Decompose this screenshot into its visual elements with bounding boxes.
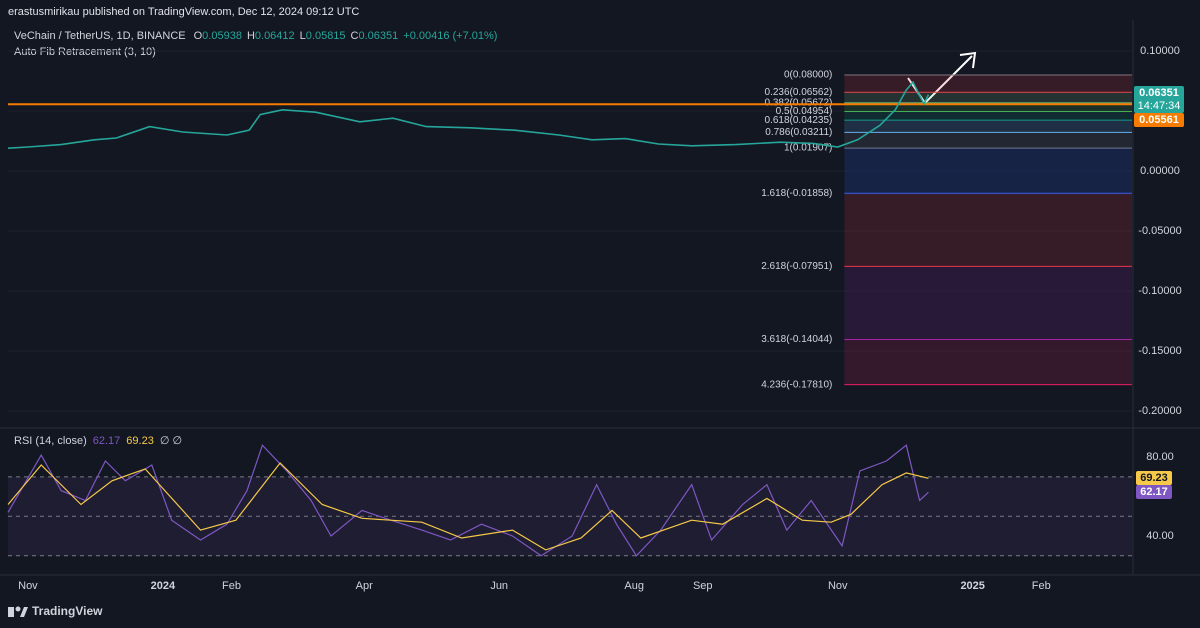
- x-tick-label: Sep: [693, 580, 713, 592]
- rsi-nulls: ∅ ∅: [160, 435, 182, 447]
- y-tick-label: -0.05000: [1138, 225, 1181, 237]
- x-tick-label: Feb: [1032, 580, 1051, 592]
- y-tick-label: -0.15000: [1138, 345, 1181, 357]
- rsi-legend-value: 62.17: [93, 435, 121, 447]
- x-tick-label: Feb: [222, 580, 241, 592]
- countdown: 14:47:34: [1138, 100, 1181, 112]
- ohlc-value: 0.06412: [255, 30, 295, 42]
- fib-zone: [844, 102, 1132, 112]
- fib-label: 0.236(0.06562): [765, 87, 833, 98]
- fib-label: 0.786(0.03211): [765, 127, 832, 138]
- hline-badge: [1134, 113, 1184, 127]
- ohlc-legend: VeChain / TetherUS, 1D, BINANCE O0.05938 H…: [14, 30, 497, 42]
- logo-dot: [15, 606, 21, 612]
- y-tick-label: -0.10000: [1138, 285, 1181, 297]
- fib-label: 0.5(0.04954): [776, 106, 833, 117]
- fib-label: 2.618(-0.07951): [761, 261, 832, 272]
- x-tick-label: Aug: [624, 580, 644, 592]
- change: +0.00416 (+7.01%): [403, 30, 497, 42]
- logo-bar: [8, 607, 14, 617]
- ohlc-key: C: [351, 30, 359, 42]
- pane: 80.00 40.00 Nov 2024 Feb Apr Jun Aug Sep Nov 2025 F…: [7, 435, 1174, 592]
- fib-label: 4.236(-0.17810): [761, 379, 832, 390]
- fib-zone: [844, 339, 1132, 385]
- y-tick-label: 40.00: [1146, 530, 1174, 542]
- x-tick-label: Nov: [828, 580, 848, 592]
- arrow-head: [959, 51, 977, 69]
- ohlc-value: 0.05815: [306, 30, 346, 42]
- rsi-legend-value: 69.23: [126, 435, 154, 447]
- y-tick-label: 0.10000: [1140, 45, 1180, 57]
- indicator-name: Auto Fib Retracement (3, 10): [14, 46, 156, 58]
- symbol-line: VeChain / TetherUS, 1D, BINANCE O0.05938 H…: [14, 30, 497, 42]
- price-badge: [1134, 86, 1184, 113]
- publisher: erastusmirikau published on TradingView.…: [8, 6, 359, 18]
- rsi-title: RSI (14, close): [14, 435, 87, 447]
- ohlc-key: H: [247, 30, 255, 42]
- y-tick-label: 0.00000: [1140, 165, 1180, 177]
- x-tick-label: Apr: [356, 580, 373, 592]
- rsi-badge-value: 62.17: [1140, 486, 1168, 498]
- footer-logo: [8, 606, 28, 617]
- series-line: [7, 462, 929, 551]
- fib-zone: [844, 148, 1132, 194]
- rsi-badge: [1136, 485, 1172, 499]
- fib-zone: [844, 132, 1132, 149]
- fib-label: 0.382(0.05672): [765, 98, 833, 109]
- y-tick-label: 80.00: [1146, 451, 1174, 463]
- rsi-legend: RSI (14, close) 62.17 69.23 ∅ ∅: [14, 435, 182, 447]
- pane: 0.100000.050000.00000-0.05000-0.10000-0.…: [7, 45, 1184, 417]
- hline-badge-value: 0.05561: [1139, 114, 1179, 126]
- series-line: [7, 80, 930, 149]
- fib-zone: [844, 111, 1132, 121]
- logo-slash: [20, 607, 28, 617]
- symbol: VeChain / TetherUS, 1D, BINANCE: [14, 30, 186, 42]
- fib-zone: [844, 193, 1132, 267]
- price-badge-value: 0.06351: [1139, 87, 1179, 99]
- fib-zone: [844, 74, 1132, 93]
- x-tick-label: Jun: [490, 580, 508, 592]
- rsi-badge: [1136, 471, 1172, 485]
- ohlc-key: L: [300, 30, 306, 42]
- x-tick-label: 2025: [960, 580, 984, 592]
- fib-label: 1.618(-0.01858): [761, 188, 832, 199]
- footer-brand: TradingView: [32, 604, 103, 618]
- fib-label: 0(0.08000): [784, 70, 832, 81]
- ohlc-value: 0.05938: [202, 30, 242, 42]
- ohlc-key: O: [194, 30, 203, 42]
- fib-label: 3.618(-0.14044): [761, 334, 832, 345]
- x-tick-label: Nov: [18, 580, 38, 592]
- fib-zone: [844, 120, 1132, 133]
- ohlc-value: 0.06351: [359, 30, 399, 42]
- fib-label: 1(0.01907): [784, 143, 832, 154]
- fib-zone: [844, 92, 1132, 103]
- fib-zone: [844, 266, 1132, 340]
- y-tick-label: -0.20000: [1138, 405, 1181, 417]
- x-tick-label: 2024: [151, 580, 176, 592]
- fib-label: 0.618(0.04235): [765, 115, 833, 126]
- rsi-badge-value: 69.23: [1140, 472, 1168, 484]
